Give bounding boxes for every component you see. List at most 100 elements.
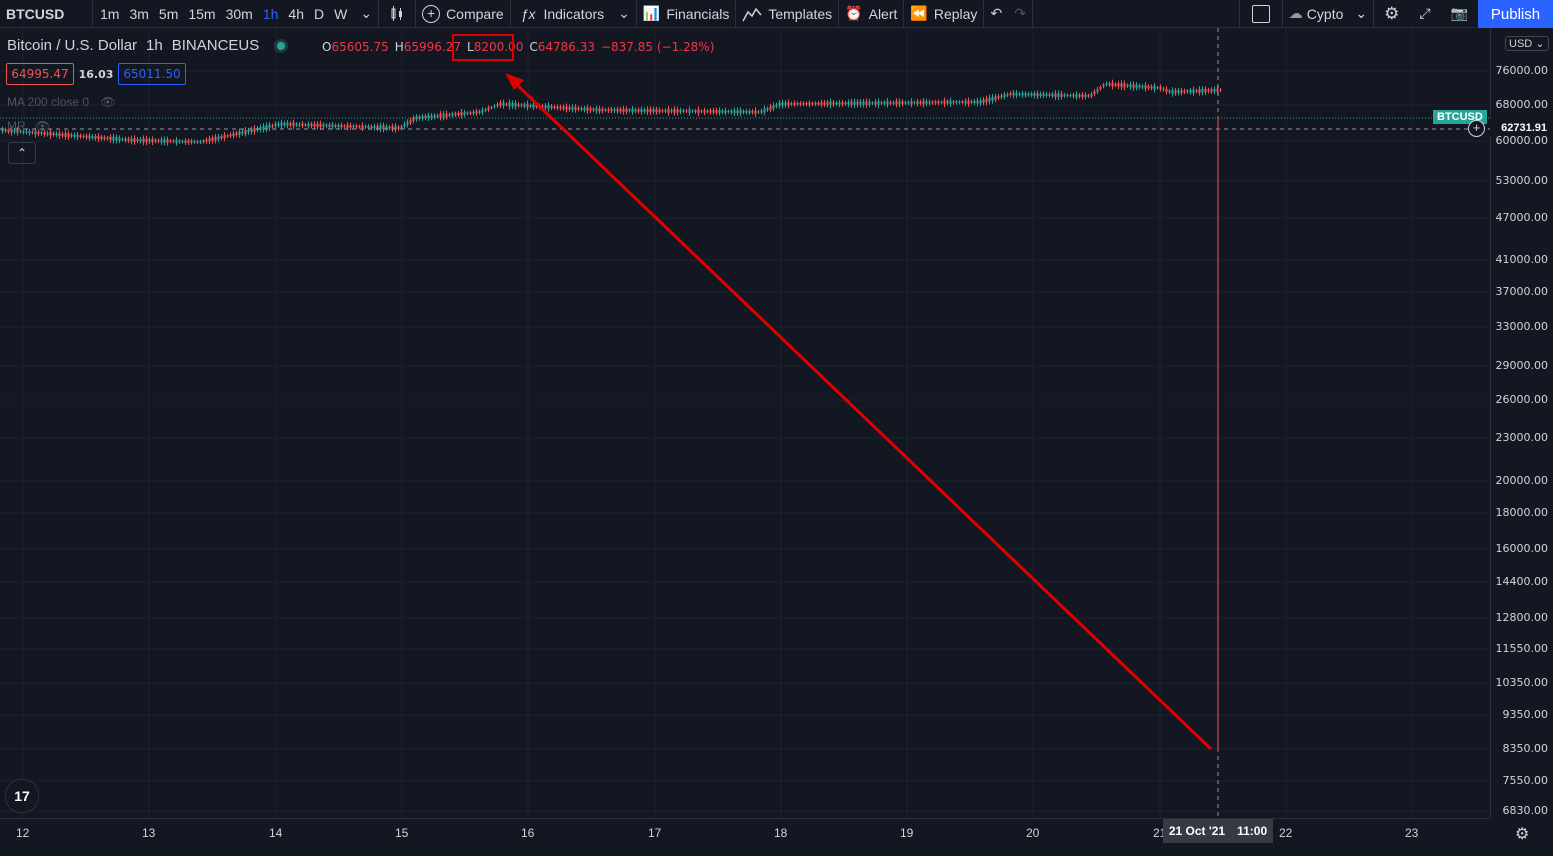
time-tick-label: 20: [1026, 826, 1040, 840]
interval-w[interactable]: W: [334, 5, 348, 22]
market-status-icon: [277, 41, 286, 50]
low-value-highlight: [452, 34, 514, 61]
price-axis[interactable]: 76000.00 68000.00 60000.00 53000.00 47000.00…: [1490, 28, 1553, 818]
gear-icon: ⚙: [1384, 3, 1400, 23]
price-tick-label: 16000.00: [1495, 542, 1549, 555]
interval-1h[interactable]: 1h: [262, 5, 279, 22]
interval-1m[interactable]: 1m: [100, 5, 120, 22]
financials-button[interactable]: 📊 Financials: [637, 0, 735, 27]
price-tick-label: 14400.00: [1495, 575, 1549, 588]
tradingview-logo[interactable]: 17: [5, 779, 39, 813]
price-tick-label: 23000.00: [1495, 431, 1549, 444]
chart-legend: Bitcoin / U.S. Dollar 1h BINANCEUS: [7, 37, 286, 54]
alert-label: Alert: [868, 5, 898, 22]
price-tick-label: 7550.00: [1502, 774, 1549, 787]
close-key: C: [529, 40, 538, 54]
chevron-down-icon: ⌄: [1355, 5, 1368, 21]
divider: [983, 0, 985, 27]
crosshair-date: 21 Oct '21: [1168, 824, 1226, 838]
spread-value: 16.03: [78, 67, 114, 81]
currency-selector[interactable]: USD ⌄: [1505, 36, 1549, 51]
sell-price[interactable]: 64995.47: [6, 63, 74, 85]
symbol-search[interactable]: BTCUSD: [6, 5, 65, 22]
alert-button[interactable]: ⏰ Alert: [839, 0, 903, 27]
divider: [415, 0, 417, 27]
mr-label: MR: [7, 119, 26, 133]
eye-off-icon[interactable]: 👁: [100, 95, 116, 109]
interval-4h[interactable]: 4h: [288, 5, 304, 22]
settings-button[interactable]: ⚙: [1374, 0, 1409, 27]
price-tick-label: 37000.00: [1495, 285, 1549, 298]
replay-button[interactable]: ⏪ Replay: [904, 0, 983, 27]
fullscreen-layout-button[interactable]: [1240, 0, 1282, 27]
interval-30m[interactable]: 30m: [225, 5, 253, 22]
grid: [0, 28, 1490, 818]
price-tick-label: 68000.00: [1495, 98, 1549, 111]
top-toolbar: BTCUSD 1m 3m 5m 15m 30m 1h 4h D W ⌄ + Compare ƒx…: [0, 0, 1553, 28]
ma-label: MA 200 close 0: [7, 95, 90, 109]
time-tick-label: 14: [269, 826, 283, 840]
price-tick-label: 29000.00: [1495, 359, 1549, 372]
fullscreen-button[interactable]: ⤢: [1409, 0, 1440, 27]
fx-icon: ƒx: [520, 5, 536, 22]
indicators-label: Indicators: [543, 5, 605, 22]
candles: [1, 79, 1222, 146]
divider: [903, 0, 905, 27]
divider: [838, 0, 840, 27]
buy-price[interactable]: 65011.50: [118, 63, 186, 85]
price-chart[interactable]: [0, 28, 1490, 818]
interval-15m[interactable]: 15m: [188, 5, 216, 22]
divider: [509, 0, 511, 27]
chart-type-button[interactable]: [379, 0, 415, 27]
time-tick-label: 13: [142, 826, 156, 840]
chevron-down-icon: ⌄: [618, 5, 630, 21]
compare-button[interactable]: + Compare: [416, 0, 510, 27]
ma-indicator-legend[interactable]: MA 200 close 0 👁: [7, 95, 116, 109]
snapshot-button[interactable]: 📷: [1441, 0, 1478, 27]
legend-exchange: BINANCEUS: [171, 37, 260, 54]
bar-chart-icon: 📊: [642, 5, 661, 21]
crosshair-time-label: 21 Oct '21 11:00: [1163, 819, 1273, 843]
time-axis[interactable]: 12 13 14 15 16 17 18 19 20 21 22 23: [0, 818, 1490, 856]
interval-dropdown[interactable]: ⌄: [360, 5, 373, 21]
interval-3m[interactable]: 3m: [129, 5, 149, 22]
ohlc-values: O65605.75 H65996.27 L8200.00 C64786.33 −837.…: [322, 40, 720, 54]
publish-button[interactable]: Publish: [1478, 0, 1553, 28]
time-tick-label: 17: [648, 826, 662, 840]
divider: [378, 0, 380, 27]
low-key: L: [467, 40, 474, 54]
gear-icon[interactable]: ⚙: [1515, 826, 1530, 843]
square-icon: [1251, 4, 1270, 23]
open-value: 65605.75: [331, 40, 389, 54]
currency-label: USD: [1509, 38, 1533, 50]
high-key: H: [394, 40, 404, 54]
symbol-title[interactable]: Bitcoin / U.S. Dollar: [7, 37, 138, 54]
time-tick-label: 15: [395, 826, 409, 840]
time-tick-label: 12: [16, 826, 30, 840]
divider: [1373, 0, 1375, 27]
crosshair-price-label: 62731.91: [1490, 119, 1553, 136]
add-alert-icon[interactable]: +: [1468, 120, 1485, 137]
interval-5m[interactable]: 5m: [158, 5, 179, 22]
eye-off-icon[interactable]: 👁: [35, 119, 51, 133]
low-value: 8200.00: [473, 40, 524, 54]
financials-label: Financials: [666, 5, 730, 22]
layout-button[interactable]: ☁ Cypto ⌄: [1283, 0, 1373, 27]
undo-button[interactable]: ↶: [984, 0, 1008, 27]
interval-d[interactable]: D: [313, 5, 325, 22]
time-tick-label: 23: [1405, 826, 1419, 840]
divider: [635, 0, 637, 27]
redo-button[interactable]: ↷: [1008, 0, 1032, 27]
price-tick-label: 41000.00: [1495, 253, 1549, 266]
indicators-button[interactable]: ƒx Indicators ⌄: [511, 0, 636, 27]
price-tick-label: 6830.00: [1502, 804, 1549, 817]
templates-button[interactable]: Templates: [736, 0, 838, 27]
legend-interval: 1h: [146, 37, 163, 54]
cloud-icon: ☁: [1288, 5, 1303, 21]
camera-icon: 📷: [1450, 5, 1468, 21]
crosshair-time: 11:00: [1237, 824, 1268, 838]
plus-circle-icon: +: [422, 4, 441, 23]
collapse-legend-button[interactable]: ⌃: [8, 142, 36, 164]
price-tick-label: 20000.00: [1495, 474, 1549, 487]
mr-indicator-legend[interactable]: MR 👁: [7, 119, 50, 133]
